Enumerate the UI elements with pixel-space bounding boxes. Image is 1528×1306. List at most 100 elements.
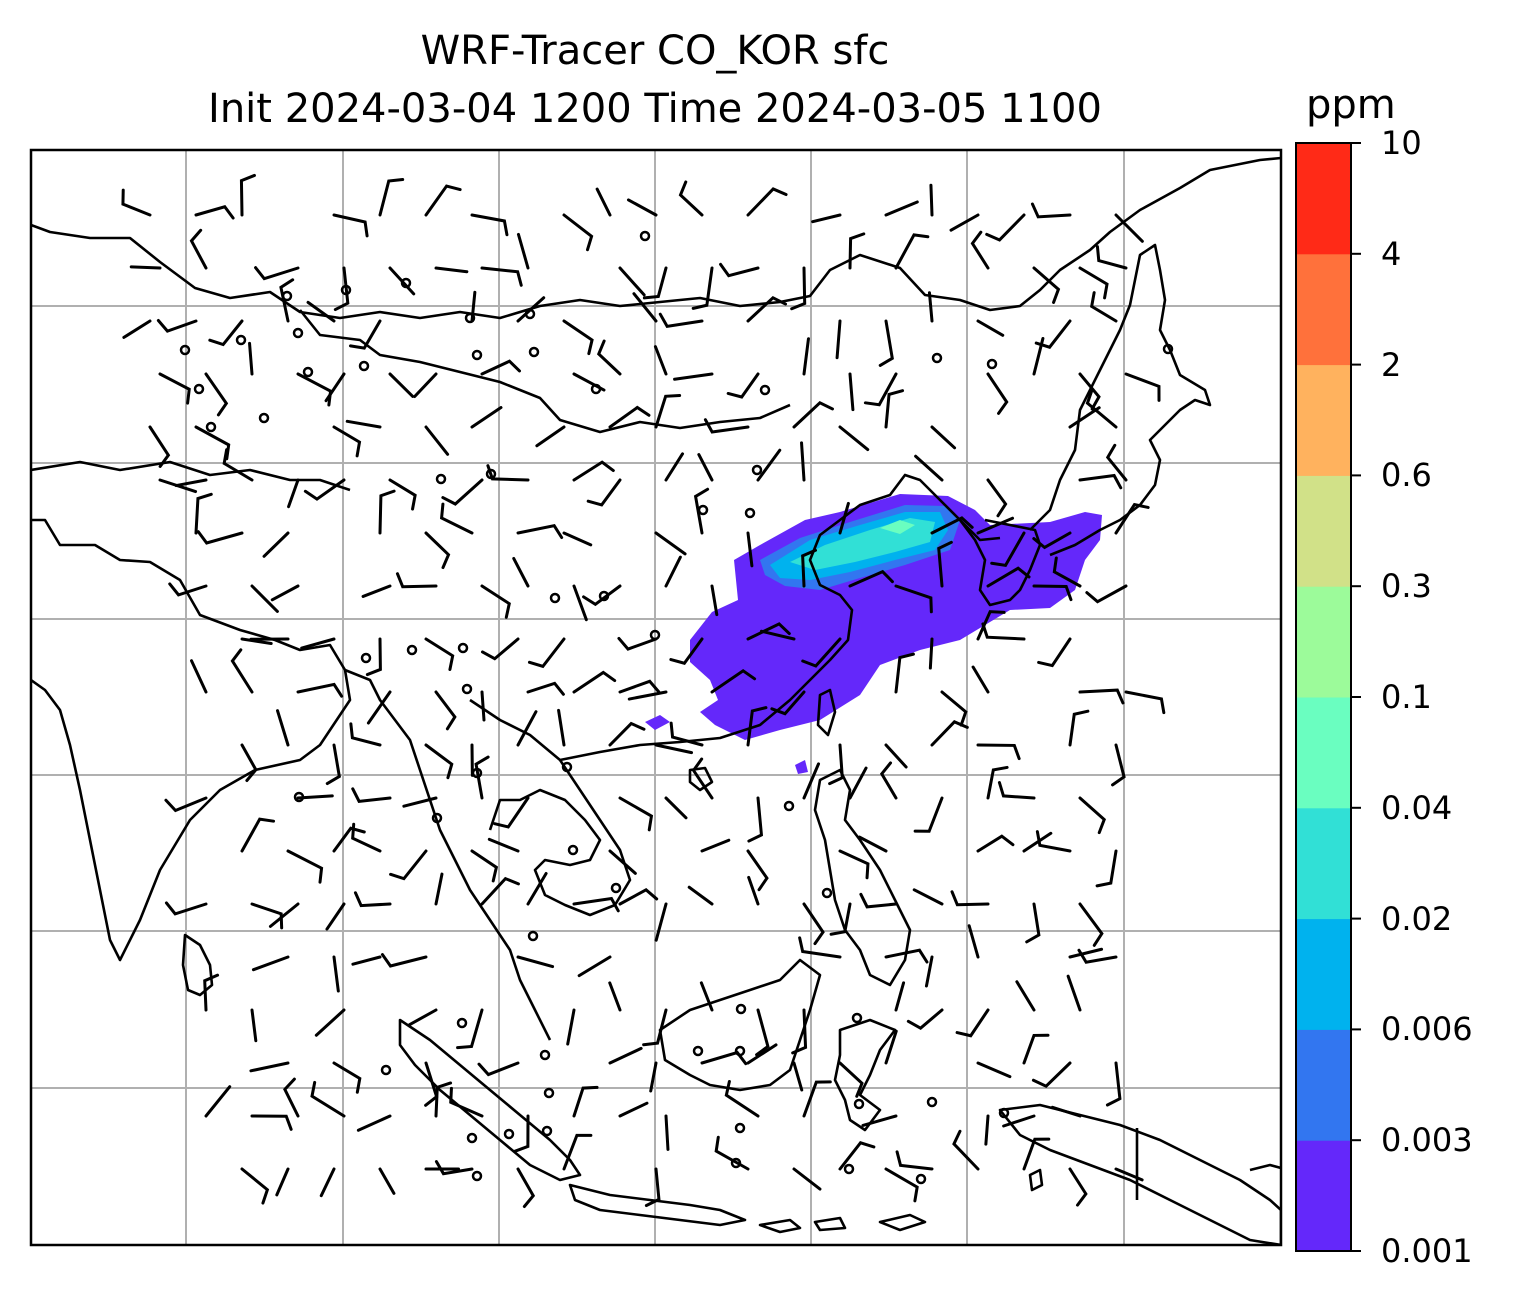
wind-barb	[884, 389, 905, 429]
wind-barb	[976, 516, 1015, 535]
wind-barb	[1077, 948, 1118, 964]
wind-barb	[976, 610, 1006, 641]
wind-barb	[913, 796, 944, 833]
calm-wind-circle	[610, 882, 622, 894]
wind-barb	[470, 406, 503, 429]
wind-barb	[673, 372, 714, 381]
wind-barb	[535, 425, 566, 448]
wind-barb	[566, 1008, 576, 1046]
wind-barb	[838, 1061, 864, 1098]
wind-barb	[755, 1008, 770, 1057]
wind-barb	[493, 796, 530, 829]
calm-wind-circle	[539, 1049, 551, 1061]
wind-barb	[480, 584, 511, 619]
wind-barb	[746, 1043, 778, 1065]
wind-barb	[724, 1079, 760, 1118]
wind-barb	[658, 312, 704, 329]
wind-barb	[230, 648, 254, 694]
wind-barb	[985, 213, 1026, 242]
colorbar-tick-label: 4	[1381, 234, 1402, 273]
wind-barb	[642, 1008, 668, 1047]
colorbar-tick-label: 0.003	[1381, 1121, 1473, 1160]
wind-barb	[208, 319, 244, 347]
wind-barb	[595, 187, 612, 217]
map-frame	[29, 148, 1283, 1247]
calm-wind-circle	[235, 334, 247, 346]
wind-barb	[829, 902, 852, 936]
wind-barb	[1068, 1167, 1088, 1207]
wind-barb	[967, 924, 980, 959]
colorbar-segment	[1296, 143, 1351, 255]
wind-barb	[190, 659, 208, 694]
wind-barb	[577, 955, 612, 978]
wind-barb	[526, 871, 548, 906]
wind-barb	[838, 425, 870, 452]
wind-barb	[976, 743, 1021, 761]
wind-barb	[971, 665, 990, 694]
calm-wind-circle	[744, 507, 756, 519]
wind-barb	[838, 1141, 876, 1171]
wind-barb	[388, 478, 417, 511]
wind-barb	[516, 523, 564, 539]
wind-barb	[1095, 849, 1118, 888]
wind-barb	[156, 318, 198, 333]
wind-barb	[1068, 406, 1101, 429]
wind-barb	[608, 405, 651, 429]
calm-wind-circle	[380, 1064, 392, 1076]
colorbar-segment	[1296, 364, 1351, 476]
wind-barb	[654, 902, 668, 942]
wind-barb	[848, 766, 868, 800]
wind-barb	[572, 1085, 599, 1118]
wind-barb	[516, 232, 530, 270]
calm-wind-circle	[302, 366, 314, 378]
wind-barb	[746, 531, 754, 568]
wind-barb	[526, 681, 565, 696]
wind-barb	[512, 557, 530, 588]
wind-barb	[654, 393, 682, 429]
wind-barb	[952, 1129, 980, 1171]
wind-barb	[332, 425, 362, 458]
wind-barb	[366, 690, 392, 725]
wind-barb	[319, 1167, 336, 1198]
wind-barb	[572, 670, 617, 694]
wind-barb	[240, 1167, 270, 1205]
wind-barb	[801, 637, 842, 668]
calm-wind-circle	[400, 277, 412, 289]
colorbar-tick-label: 0.3	[1381, 567, 1432, 606]
tracer-plume	[645, 494, 1102, 774]
wind-barb	[928, 637, 934, 670]
colorbar-tick-label: 0.02	[1381, 899, 1453, 938]
wind-barb	[348, 319, 382, 350]
wind-barb	[906, 1008, 944, 1030]
wind-barb	[557, 708, 566, 747]
wind-barb	[669, 721, 704, 747]
wind-barb	[970, 230, 990, 270]
wind-barb	[626, 198, 658, 217]
wind-barb	[632, 292, 658, 323]
wind-barb	[929, 183, 934, 217]
wind-barb	[300, 637, 336, 650]
wind-barb	[976, 319, 1005, 337]
wind-barb	[356, 1114, 392, 1132]
calm-wind-circle	[471, 767, 483, 779]
wind-barb	[884, 948, 929, 964]
wind-barb	[424, 743, 454, 780]
calm-wind-circle	[358, 360, 370, 372]
wind-barb	[653, 345, 668, 376]
wind-barb	[746, 187, 788, 217]
wind-barb	[449, 1086, 484, 1118]
wind-barb	[239, 173, 256, 217]
calm-wind-circle	[524, 308, 536, 320]
wind-barb	[168, 582, 208, 597]
colorbar-segment	[1296, 1029, 1351, 1141]
calm-wind-circle	[1162, 343, 1174, 355]
wind-barb	[1022, 831, 1053, 853]
wind-barb	[746, 706, 768, 747]
wind-barb	[332, 1061, 362, 1094]
wind-barb	[976, 834, 1015, 853]
wind-barb	[240, 637, 273, 646]
wind-barb	[1025, 902, 1041, 944]
wind-barb	[283, 1077, 300, 1118]
wind-barb	[802, 762, 821, 800]
wind-barb	[424, 531, 451, 570]
